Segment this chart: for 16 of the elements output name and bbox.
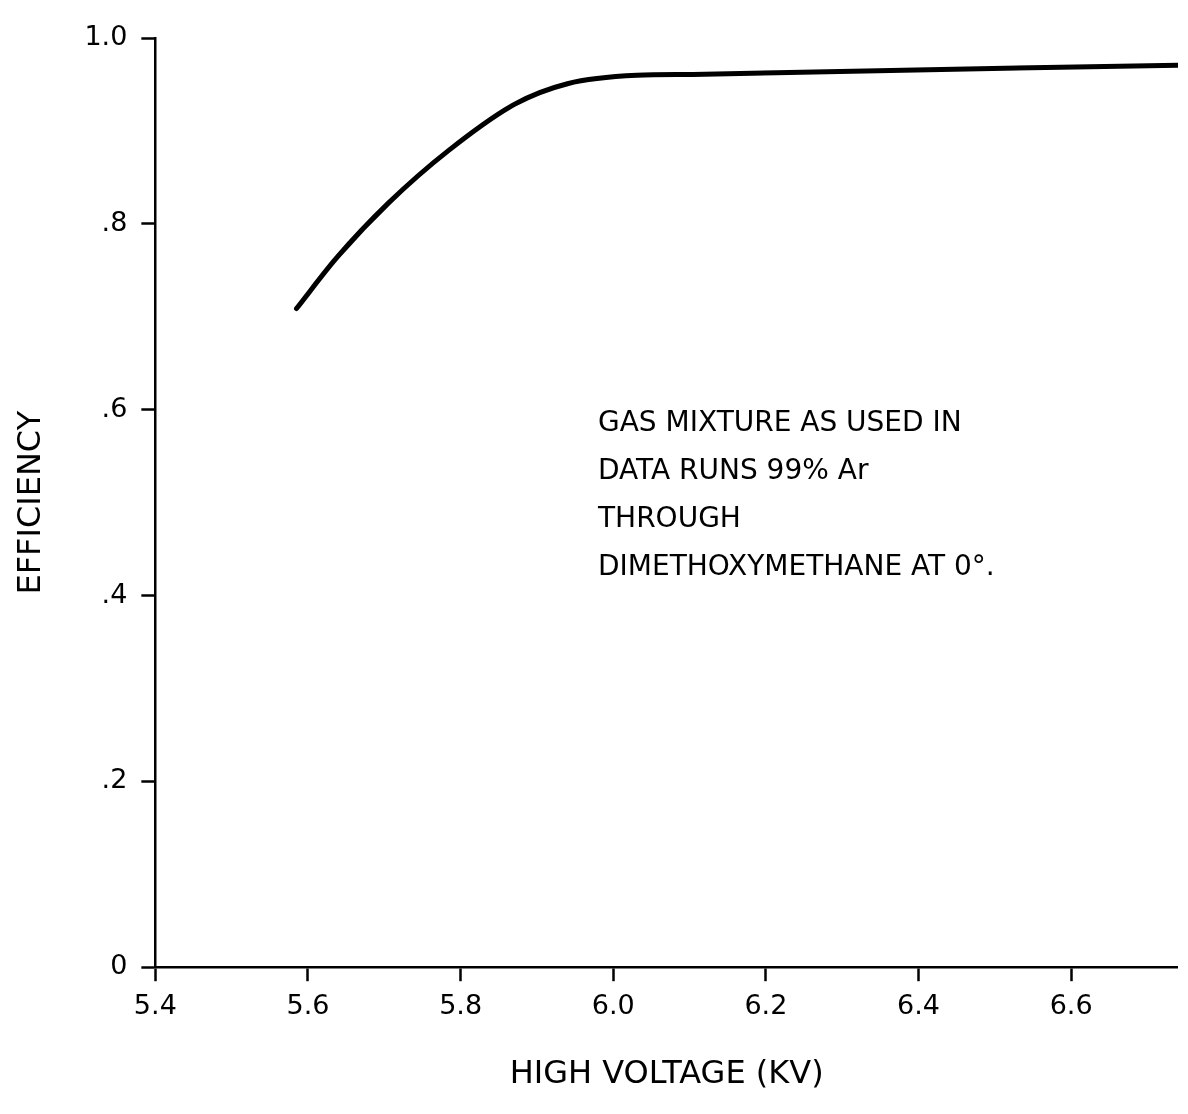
y-axis-title: EFFICIENCY bbox=[9, 410, 48, 595]
y-tick-label: .8 bbox=[101, 206, 128, 238]
x-tick-label: 5.6 bbox=[286, 989, 330, 1021]
x-tick-label: 6.0 bbox=[591, 989, 635, 1021]
y-tick-label: .4 bbox=[101, 577, 128, 609]
annotation: GAS MIXTURE AS USED IN DATA RUNS 99% Ar THROUGH DIMETHOXYMETHANE AT 0°. bbox=[598, 404, 996, 584]
y-tick-label: 1.0 bbox=[84, 20, 128, 52]
x-tick-label: 5.4 bbox=[133, 989, 177, 1021]
x-tick-label: 5.8 bbox=[439, 989, 483, 1021]
x-tick-label: 6.4 bbox=[897, 989, 940, 1021]
y-tick-label: .2 bbox=[101, 763, 128, 795]
y-tick-label: .6 bbox=[101, 391, 128, 423]
x-tick-label: 6.2 bbox=[744, 989, 788, 1021]
y-tick-label: 0 bbox=[110, 949, 128, 981]
x-tick-label: 6.6 bbox=[1049, 989, 1093, 1021]
x-axis-title: HIGH VOLTAGE (KV) bbox=[509, 1053, 824, 1092]
